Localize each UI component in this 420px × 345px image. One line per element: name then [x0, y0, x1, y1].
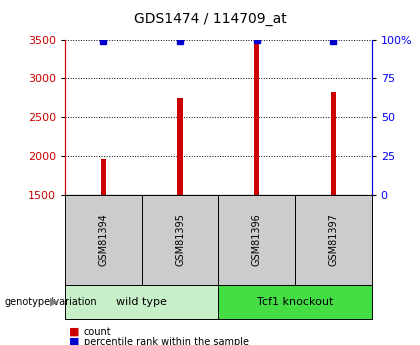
Text: count: count — [84, 327, 112, 337]
Text: GDS1474 / 114709_at: GDS1474 / 114709_at — [134, 12, 286, 26]
Text: ■: ■ — [69, 337, 80, 345]
Text: GSM81396: GSM81396 — [252, 214, 262, 266]
Text: genotype/variation: genotype/variation — [4, 297, 97, 307]
Text: GSM81395: GSM81395 — [175, 213, 185, 266]
Text: ■: ■ — [69, 327, 80, 337]
Text: wild type: wild type — [116, 297, 167, 307]
Bar — [101, 159, 106, 195]
Text: percentile rank within the sample: percentile rank within the sample — [84, 337, 249, 345]
Text: GSM81397: GSM81397 — [328, 213, 339, 266]
Bar — [254, 41, 260, 195]
Bar — [177, 98, 183, 195]
Text: Tcf1 knockout: Tcf1 knockout — [257, 297, 333, 307]
Text: GSM81394: GSM81394 — [98, 214, 108, 266]
Text: ▶: ▶ — [50, 297, 59, 307]
Bar — [331, 92, 336, 195]
